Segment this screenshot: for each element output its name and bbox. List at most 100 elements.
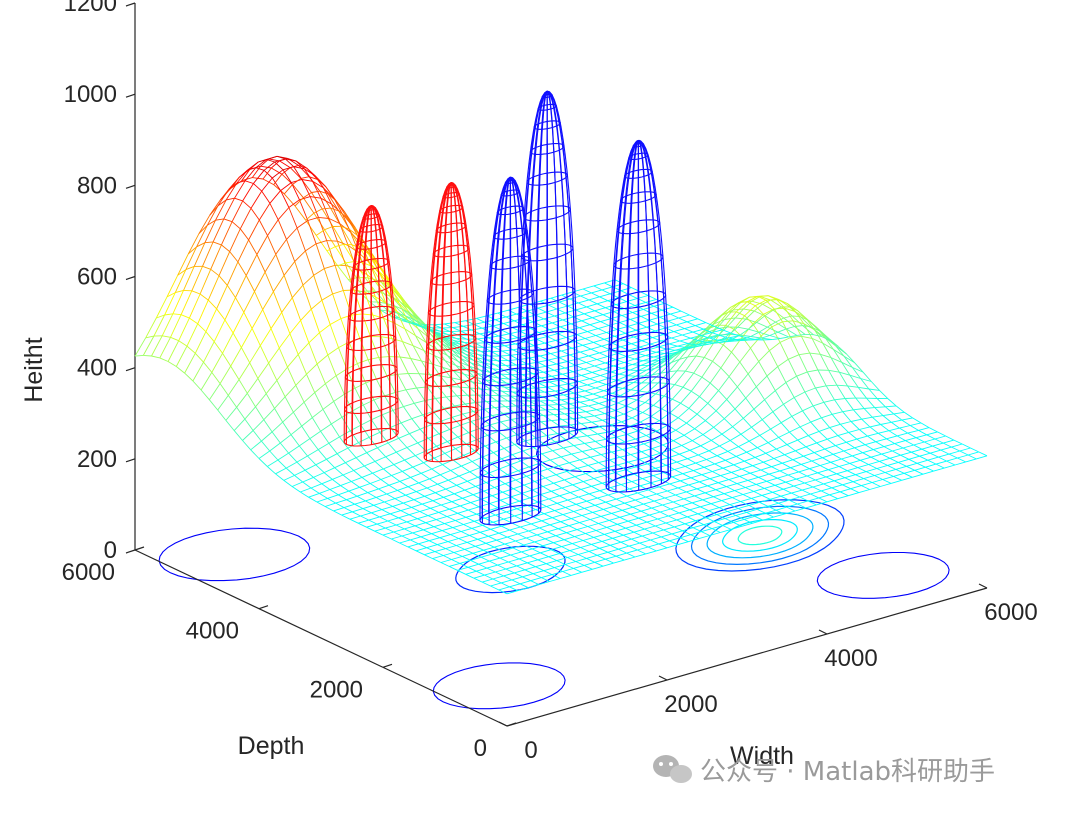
- surface-mesh-segment: [546, 435, 556, 443]
- surface-mesh-segment: [794, 507, 806, 512]
- surface-mesh-segment: [601, 396, 610, 401]
- surface-mesh-segment: [786, 503, 798, 508]
- surface-mesh-segment: [967, 451, 979, 456]
- surface-mesh-segment: [399, 481, 409, 488]
- surface-mesh-segment: [594, 561, 604, 567]
- surface-mesh-segment: [591, 368, 603, 373]
- surface-mesh-segment: [495, 511, 507, 516]
- surface-mesh-segment: [246, 393, 256, 408]
- surface-mesh-segment: [284, 384, 297, 398]
- surface-mesh-segment: [404, 328, 416, 336]
- surface-mesh-segment: [250, 190, 263, 209]
- surface-mesh-segment: [527, 310, 536, 316]
- surface-mesh-segment: [848, 429, 860, 433]
- surface-mesh-segment: [805, 442, 817, 448]
- surface-mesh-segment: [735, 511, 747, 516]
- surface-mesh-segment: [611, 449, 623, 453]
- surface-mesh-segment: [509, 586, 518, 592]
- surface-mesh-segment: [755, 299, 767, 307]
- surface-mesh-segment: [850, 488, 860, 494]
- surface-mesh-segment: [599, 547, 608, 553]
- surface-mesh-segment: [709, 475, 721, 480]
- surface-mesh-segment: [823, 483, 832, 489]
- dome-meridian: [534, 90, 548, 432]
- surface-mesh-segment: [860, 459, 869, 465]
- surface-mesh-segment: [642, 412, 652, 417]
- surface-mesh-segment: [673, 328, 685, 333]
- surface-mesh-segment: [828, 370, 838, 386]
- surface-mesh-segment: [604, 530, 616, 535]
- surface-mesh-segment: [687, 355, 697, 358]
- surface-mesh-segment: [134, 354, 144, 357]
- surface-mesh-segment: [583, 365, 595, 370]
- surface-mesh-segment: [541, 577, 550, 582]
- surface-mesh-segment: [332, 479, 341, 486]
- surface-mesh-segment: [595, 387, 604, 392]
- surface-mesh-segment: [803, 455, 813, 462]
- surface-mesh-segment: [261, 177, 273, 192]
- surface-mesh-segment: [857, 387, 867, 399]
- surface-mesh-segment: [401, 471, 411, 478]
- surface-mesh-segment: [784, 450, 796, 456]
- surface-mesh-segment: [468, 509, 477, 515]
- surface-mesh-segment: [677, 345, 686, 348]
- surface-mesh-segment: [294, 197, 304, 207]
- surface-mesh-segment: [554, 510, 564, 516]
- surface-mesh-segment: [847, 385, 857, 399]
- surface-mesh-segment: [770, 498, 779, 504]
- surface-mesh-segment: [906, 462, 918, 467]
- surface-mesh-segment: [544, 441, 556, 445]
- surface-mesh-segment: [726, 386, 738, 400]
- surface-mesh-segment: [250, 449, 260, 459]
- surface-mesh-segment: [207, 299, 217, 310]
- surface-mesh-segment: [428, 337, 438, 350]
- surface-mesh-segment: [395, 451, 405, 461]
- surface-mesh-segment: [600, 321, 610, 326]
- surface-mesh-segment: [582, 285, 594, 290]
- surface-mesh-segment: [793, 397, 803, 412]
- surface-mesh-segment: [748, 435, 761, 442]
- surface-mesh-segment: [819, 461, 831, 466]
- surface-mesh-segment: [261, 190, 271, 204]
- surface-mesh-segment: [602, 311, 614, 316]
- surface-mesh-segment: [708, 445, 720, 452]
- surface-mesh-segment: [663, 395, 673, 400]
- surface-mesh-segment: [573, 316, 582, 322]
- surface-mesh-segment: [507, 474, 517, 481]
- surface-mesh-segment: [571, 347, 581, 353]
- surface-mesh-segment: [589, 378, 599, 383]
- surface-mesh-segment: [516, 363, 528, 366]
- surface-mesh-segment: [927, 459, 937, 465]
- surface-mesh-segment: [643, 500, 655, 505]
- surface-mesh-segment: [632, 446, 642, 453]
- surface-mesh-segment: [692, 328, 704, 333]
- surface-mesh-segment: [726, 317, 736, 328]
- surface-mesh-segment: [397, 373, 409, 375]
- surface-mesh-segment: [555, 389, 566, 392]
- surface-mesh-segment: [689, 506, 701, 511]
- surface-mesh-segment: [562, 319, 572, 325]
- surface-mesh-segment: [352, 511, 361, 517]
- surface-mesh-segment: [273, 275, 285, 292]
- surface-mesh-segment: [400, 356, 411, 359]
- surface-mesh-segment: [368, 437, 378, 449]
- surface-mesh-segment: [463, 325, 472, 331]
- surface-mesh-segment: [562, 567, 574, 572]
- z-tick-mark: [125, 184, 136, 189]
- surface-mesh-segment: [296, 227, 306, 252]
- surface-mesh-segment: [570, 571, 582, 576]
- surface-mesh-segment: [226, 197, 235, 201]
- surface-mesh-segment: [777, 477, 786, 483]
- surface-mesh-segment: [934, 438, 944, 444]
- surface-mesh-segment: [904, 411, 913, 419]
- surface-mesh-segment: [495, 568, 507, 573]
- surface-mesh-segment: [511, 522, 521, 528]
- dome-meridian: [451, 182, 477, 452]
- surface-mesh-segment: [590, 396, 602, 401]
- surface-mesh-segment: [237, 261, 247, 276]
- surface-mesh-segment: [217, 199, 227, 207]
- surface-mesh-segment: [659, 511, 669, 517]
- surface-mesh-segment: [520, 523, 532, 528]
- surface-mesh-segment: [891, 419, 902, 423]
- surface-mesh-segment: [536, 338, 546, 344]
